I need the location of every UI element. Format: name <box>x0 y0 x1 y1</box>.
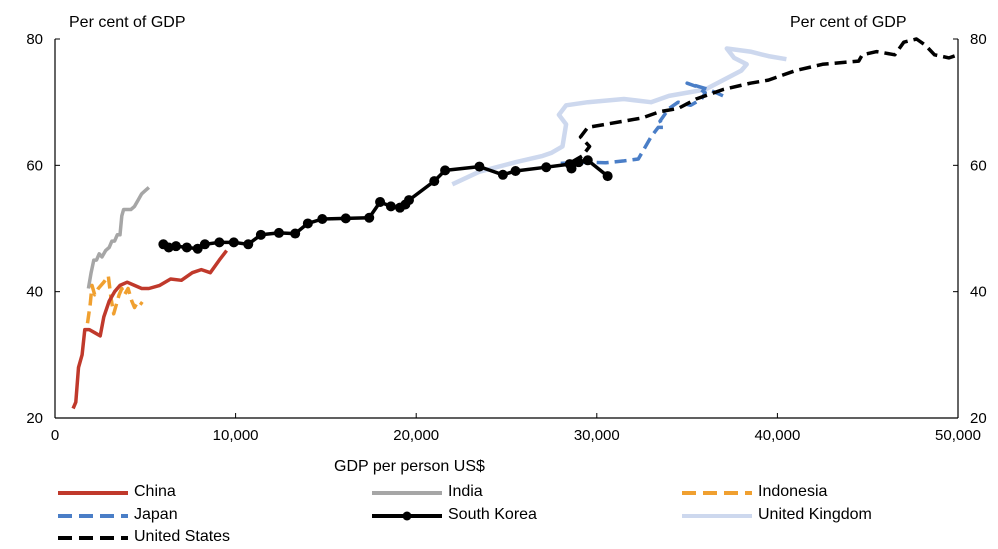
series-marker-south-korea <box>364 212 375 223</box>
legend-label-china: China <box>134 483 176 500</box>
x-tick-label: 10,000 <box>213 427 259 444</box>
y-tick-label-right: 80 <box>970 31 987 48</box>
series-marker-south-korea <box>192 243 203 254</box>
series-marker-south-korea <box>255 229 266 240</box>
legend-label-south-korea: South Korea <box>448 506 537 523</box>
series-line-china <box>71 249 228 410</box>
series-marker-south-korea <box>290 228 301 239</box>
axes: 20 20 40 40 60 60 80 80 0 10,000 20,000 30,000 40,00… <box>26 31 986 444</box>
series-marker-south-korea <box>317 214 328 225</box>
legend-label-india: India <box>448 483 483 500</box>
legend-label-japan: Japan <box>134 506 178 523</box>
series-marker-south-korea <box>302 218 313 229</box>
series-marker-south-korea <box>602 171 613 182</box>
y-tick-label-left: 20 <box>26 410 43 427</box>
legend-item-china: China <box>58 482 176 501</box>
series-marker-south-korea <box>199 239 210 250</box>
y-tick-label-right: 40 <box>970 284 987 301</box>
series-marker-south-korea <box>243 239 254 250</box>
legend-swatch-south-korea <box>372 509 442 521</box>
y-tick-label-left: 60 <box>26 157 43 174</box>
series-marker-south-korea <box>228 237 239 248</box>
series-marker-south-korea <box>440 165 451 176</box>
legend-swatch-india <box>372 486 442 498</box>
series-line-united-states <box>570 37 959 164</box>
y-tick-label-left: 40 <box>26 284 43 301</box>
y-tick-label-left: 80 <box>26 31 43 48</box>
series-marker-south-korea <box>171 241 182 252</box>
y-axis-right-unit-label: Per cent of GDP <box>790 14 907 31</box>
legend-swatch-united-states <box>58 531 128 543</box>
legend-item-india: India <box>372 482 483 501</box>
legend-swatch-china <box>58 486 128 498</box>
y-axis-left-unit-label: Per cent of GDP <box>69 14 186 31</box>
y-tick-label-right: 20 <box>970 410 987 427</box>
legend-swatch-japan <box>58 509 128 521</box>
x-tick-label: 20,000 <box>393 427 439 444</box>
series-marker-south-korea <box>510 166 521 177</box>
series-marker-south-korea <box>582 155 593 166</box>
series-marker-south-korea <box>385 201 396 212</box>
series-marker-south-korea <box>273 227 284 238</box>
series-line-united-kingdom <box>451 46 787 187</box>
series-line-indonesia <box>85 274 144 324</box>
series-marker-south-korea <box>181 242 192 253</box>
series-marker-south-korea <box>403 195 414 206</box>
legend-item-japan: Japan <box>58 505 178 524</box>
series-marker-south-korea <box>541 162 552 173</box>
series-line-japan <box>560 81 724 166</box>
legend-swatch-indonesia <box>682 486 752 498</box>
series-marker-south-korea <box>340 213 351 224</box>
x-tick-label: 40,000 <box>754 427 800 444</box>
legend-item-united-states: United States <box>58 527 230 546</box>
x-axis-label: GDP per person US$ <box>334 458 485 475</box>
y-tick-label-right: 60 <box>970 157 987 174</box>
legend-item-united-kingdom: United Kingdom <box>682 505 872 524</box>
series-marker-south-korea <box>375 196 386 207</box>
series-marker-south-korea <box>573 157 584 168</box>
x-tick-label: 30,000 <box>574 427 620 444</box>
x-tick-label: 0 <box>51 427 59 444</box>
series-marker-south-korea <box>429 176 440 187</box>
series-line-india <box>86 186 151 289</box>
legend-label-united-kingdom: United Kingdom <box>758 506 872 523</box>
legend-item-indonesia: Indonesia <box>682 482 827 501</box>
plot-area <box>71 37 959 410</box>
legend-swatch-united-kingdom <box>682 509 752 521</box>
series-line-south-korea <box>162 158 609 251</box>
legend-label-united-states: United States <box>134 528 231 545</box>
series-marker-south-korea <box>497 169 508 180</box>
series-marker-south-korea <box>566 163 577 174</box>
legend-item-south-korea: South Korea <box>372 505 537 524</box>
series-marker-south-korea <box>214 237 225 248</box>
x-tick-label: 50,000 <box>935 427 981 444</box>
legend-label-indonesia: Indonesia <box>758 483 828 500</box>
series-marker-south-korea <box>474 161 485 172</box>
